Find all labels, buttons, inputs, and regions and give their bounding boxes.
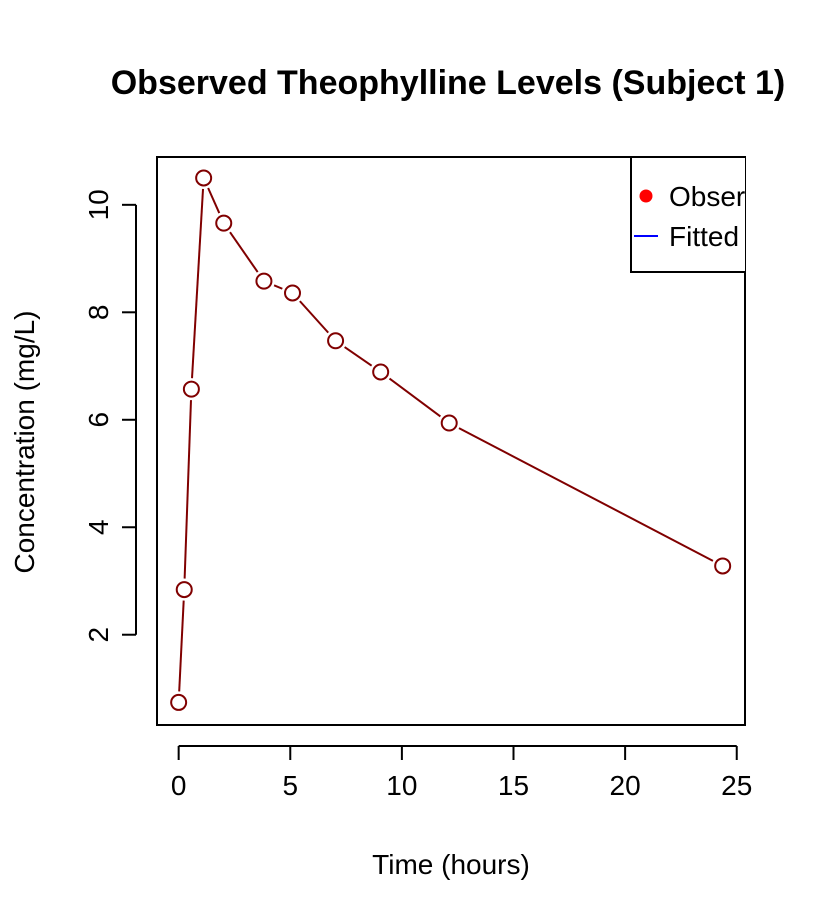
y-tick-label-3: 8 xyxy=(83,305,114,321)
plot-frame xyxy=(156,156,746,726)
x-tick-label-1: 5 xyxy=(282,770,298,801)
y-tick-label-4: 10 xyxy=(83,189,114,220)
data-point-2 xyxy=(182,380,200,398)
legend-box xyxy=(630,156,745,273)
series-segment-6 xyxy=(299,300,329,334)
x-tick-label-0: 0 xyxy=(171,770,187,801)
legend: Observed Fitted xyxy=(630,156,790,273)
x-axis-label: Time (hours) xyxy=(372,849,530,880)
series-segment-0 xyxy=(178,600,185,692)
y-tick-label-2: 6 xyxy=(83,412,114,428)
legend-observed-marker xyxy=(639,189,653,203)
data-point-3 xyxy=(195,169,213,187)
data-point-4 xyxy=(215,214,233,232)
series-segment-9 xyxy=(458,427,714,562)
data-point-6 xyxy=(284,284,302,302)
series-segment-2 xyxy=(191,188,205,379)
series-segment-3 xyxy=(207,187,221,214)
data-point-0 xyxy=(170,693,188,711)
x-tick-label-3: 15 xyxy=(498,770,529,801)
y-tick-label-1: 4 xyxy=(83,519,114,535)
legend-observed-label: Observed xyxy=(669,181,790,212)
data-point-1 xyxy=(175,581,193,599)
y-axis-label: Concentration (mg/L) xyxy=(9,310,40,573)
x-tick-label-2: 10 xyxy=(386,770,417,801)
data-point-9 xyxy=(440,414,458,432)
series-segment-8 xyxy=(388,377,441,418)
data-point-7 xyxy=(327,332,345,350)
data-point-8 xyxy=(372,363,390,381)
x-tick-label-5: 25 xyxy=(721,770,752,801)
chart-title: Observed Theophylline Levels (Subject 1) xyxy=(111,64,786,102)
series-segment-5 xyxy=(273,284,283,290)
x-axis: 0 5 10 15 20 25 xyxy=(171,745,752,801)
y-axis: 2 4 6 8 10 xyxy=(83,189,137,643)
y-tick-label-0: 2 xyxy=(83,627,114,643)
series-segment-7 xyxy=(344,346,373,367)
series-segment-4 xyxy=(229,231,259,273)
data-point-5 xyxy=(255,272,273,290)
data-series xyxy=(170,169,732,711)
x-tick-label-4: 20 xyxy=(610,770,641,801)
series-segment-1 xyxy=(183,400,192,579)
data-point-10 xyxy=(714,557,732,575)
legend-fitted-label: Fitted xyxy=(669,221,739,252)
